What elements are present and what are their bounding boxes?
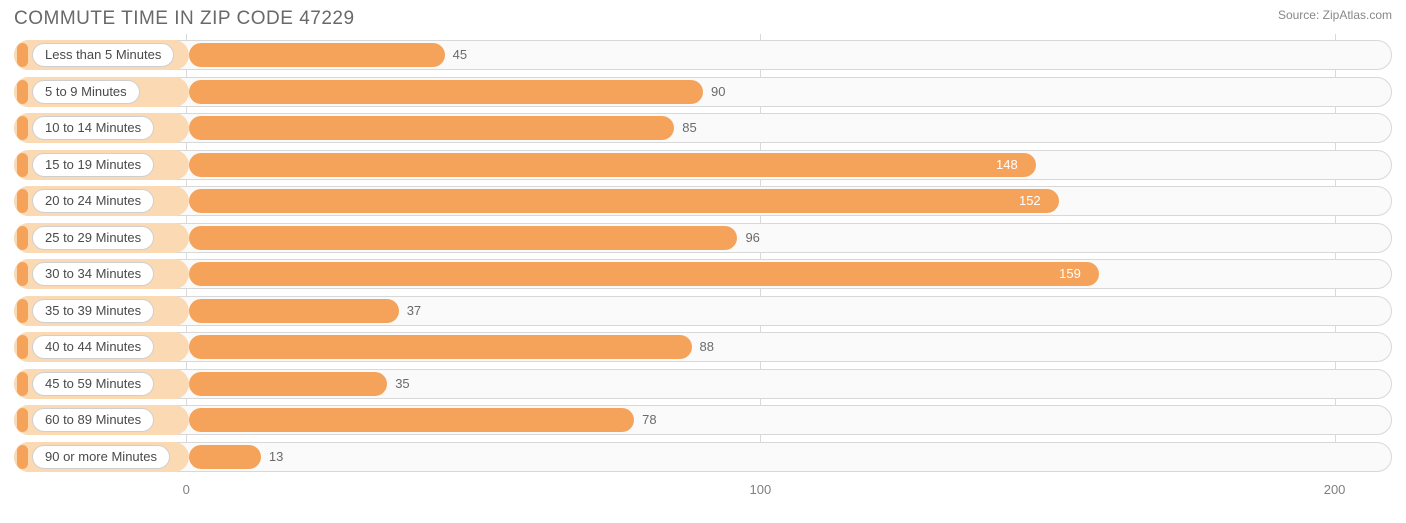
bar-cap bbox=[17, 226, 28, 250]
bar-row: 10 to 14 Minutes 85 bbox=[14, 113, 1392, 143]
bar-row: 15 to 19 Minutes 148 bbox=[14, 150, 1392, 180]
bar-value-label: 85 bbox=[674, 113, 696, 143]
bar-row: 45 to 59 Minutes 35 bbox=[14, 369, 1392, 399]
bar-cap bbox=[17, 153, 28, 177]
bar-value-label: 96 bbox=[737, 223, 759, 253]
bar-category-label: 15 to 19 Minutes bbox=[32, 153, 154, 177]
bar-inner bbox=[189, 335, 692, 359]
bar-category-label: 90 or more Minutes bbox=[32, 445, 170, 469]
bar-value-label: 148 bbox=[996, 150, 1028, 180]
bar-cap bbox=[17, 408, 28, 432]
bar-value-label: 159 bbox=[1059, 259, 1091, 289]
bar-inner bbox=[189, 445, 261, 469]
bar-cap bbox=[17, 80, 28, 104]
bar-row: 25 to 29 Minutes 96 bbox=[14, 223, 1392, 253]
bar-category-label: Less than 5 Minutes bbox=[32, 43, 174, 67]
bar-category-label: 40 to 44 Minutes bbox=[32, 335, 154, 359]
bar-value-label: 37 bbox=[399, 296, 421, 326]
bar-inner bbox=[189, 43, 445, 67]
bar-category-label: 45 to 59 Minutes bbox=[32, 372, 154, 396]
bar-value-label: 13 bbox=[261, 442, 283, 472]
bar-value-label: 152 bbox=[1019, 186, 1051, 216]
bar-inner bbox=[189, 372, 387, 396]
bar-category-label: 60 to 89 Minutes bbox=[32, 408, 154, 432]
bar-row: 5 to 9 Minutes 90 bbox=[14, 77, 1392, 107]
x-axis-tick: 100 bbox=[750, 482, 772, 497]
bar-row: 90 or more Minutes 13 bbox=[14, 442, 1392, 472]
bar-row: 30 to 34 Minutes 159 bbox=[14, 259, 1392, 289]
bar-value-label: 90 bbox=[703, 77, 725, 107]
bar-category-label: 10 to 14 Minutes bbox=[32, 116, 154, 140]
bar-cap bbox=[17, 189, 28, 213]
bar-category-label: 35 to 39 Minutes bbox=[32, 299, 154, 323]
bar-inner bbox=[189, 153, 1036, 177]
bar-category-label: 5 to 9 Minutes bbox=[32, 80, 140, 104]
bar-cap bbox=[17, 445, 28, 469]
bar-cap bbox=[17, 262, 28, 286]
bar-value-label: 88 bbox=[692, 332, 714, 362]
x-axis-tick: 200 bbox=[1324, 482, 1346, 497]
bar-row: 20 to 24 Minutes 152 bbox=[14, 186, 1392, 216]
bar-cap bbox=[17, 116, 28, 140]
bar-inner bbox=[189, 189, 1059, 213]
bar-inner bbox=[189, 226, 737, 250]
bar-inner bbox=[189, 299, 399, 323]
bar-inner bbox=[189, 262, 1099, 286]
bar-value-label: 45 bbox=[445, 40, 467, 70]
chart-source: Source: ZipAtlas.com bbox=[1278, 8, 1392, 22]
bar-cap bbox=[17, 43, 28, 67]
bar-category-label: 30 to 34 Minutes bbox=[32, 262, 154, 286]
bar-inner bbox=[189, 116, 674, 140]
bar-cap bbox=[17, 372, 28, 396]
bar-inner bbox=[189, 408, 634, 432]
bar-cap bbox=[17, 299, 28, 323]
chart-area: Less than 5 Minutes 45 5 to 9 Minutes 90 10 … bbox=[0, 34, 1406, 472]
bar-inner bbox=[189, 80, 703, 104]
chart-title: COMMUTE TIME IN ZIP CODE 47229 bbox=[14, 8, 355, 30]
bar-value-label: 35 bbox=[387, 369, 409, 399]
x-axis-tick: 0 bbox=[183, 482, 190, 497]
bar-row: 40 to 44 Minutes 88 bbox=[14, 332, 1392, 362]
bar-value-label: 78 bbox=[634, 405, 656, 435]
chart-header: COMMUTE TIME IN ZIP CODE 47229 Source: Z… bbox=[0, 0, 1406, 34]
bar-row: Less than 5 Minutes 45 bbox=[14, 40, 1392, 70]
x-axis: 0 100 200 bbox=[14, 478, 1392, 508]
bar-category-label: 20 to 24 Minutes bbox=[32, 189, 154, 213]
bar-row: 60 to 89 Minutes 78 bbox=[14, 405, 1392, 435]
bar-row: 35 to 39 Minutes 37 bbox=[14, 296, 1392, 326]
bar-cap bbox=[17, 335, 28, 359]
bar-category-label: 25 to 29 Minutes bbox=[32, 226, 154, 250]
